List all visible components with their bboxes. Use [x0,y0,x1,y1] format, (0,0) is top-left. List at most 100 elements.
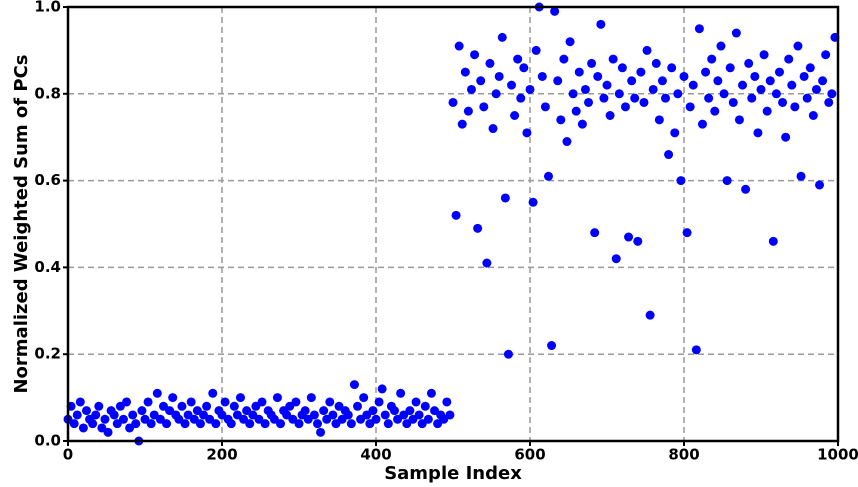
point [497,32,507,42]
point [516,93,526,103]
point [72,410,82,420]
point [580,84,590,94]
point [750,71,760,81]
point [325,397,335,407]
point [368,406,378,416]
point [128,410,138,420]
point [778,97,788,107]
point [605,111,615,120]
point [211,419,221,429]
point [670,128,680,138]
point [790,102,800,112]
x-tick-label: 1000 [817,446,858,464]
point [818,76,828,86]
point [143,397,153,407]
point [636,67,646,77]
point [815,180,825,190]
y-tick-label: 1.0 [34,0,61,16]
point [177,401,187,411]
point [460,67,470,77]
point [272,393,282,403]
point [568,89,578,99]
point [661,93,671,103]
point [294,419,304,429]
point [639,97,649,107]
point [473,223,483,233]
point [673,89,683,99]
point [451,210,461,220]
point [716,41,726,51]
point [466,84,476,94]
point [291,397,301,407]
point [309,410,319,420]
point [319,406,329,416]
point [762,106,772,116]
point [208,388,218,398]
point [738,80,748,90]
point [260,419,270,429]
point [537,71,547,81]
point [685,102,695,112]
point [630,93,640,103]
point [562,137,572,147]
x-tick-label: 0 [63,446,73,464]
y-tick-label: 0.8 [34,84,61,102]
point [731,28,741,38]
point [152,388,162,398]
point [69,419,79,429]
point [103,427,113,437]
point [676,176,686,186]
point [519,63,529,73]
point [633,236,643,246]
point [802,93,812,103]
point [312,419,322,429]
point [245,419,255,429]
point [811,84,821,94]
point [100,414,110,424]
point [725,63,735,73]
point [688,80,698,90]
point [759,50,769,60]
point [682,228,692,238]
y-tick-label: 0.4 [34,258,61,276]
point [642,45,652,55]
point [654,115,664,125]
point [488,124,498,134]
point [753,128,763,138]
point [620,102,630,112]
point [756,84,766,94]
point [383,419,393,429]
point [722,176,732,186]
point [540,102,550,112]
point [353,401,363,411]
point [793,41,803,51]
point [380,410,390,420]
point [122,397,132,407]
point [442,397,452,407]
point [596,19,606,29]
point [276,419,286,429]
point [137,406,147,416]
point [599,93,609,103]
point [774,67,784,77]
point [131,419,141,429]
point [500,193,510,203]
point [476,76,486,86]
x-tick-label: 400 [360,446,391,464]
point [571,106,581,116]
point [470,50,480,60]
point [614,89,624,99]
point [651,58,661,68]
y-tick-label: 0.6 [34,171,61,189]
point [719,89,729,99]
point [396,388,406,398]
point [202,401,212,411]
point [707,54,717,64]
point [448,97,458,107]
point [146,419,156,429]
point [574,67,584,77]
point [359,393,369,403]
point [543,171,553,181]
point [457,119,467,129]
